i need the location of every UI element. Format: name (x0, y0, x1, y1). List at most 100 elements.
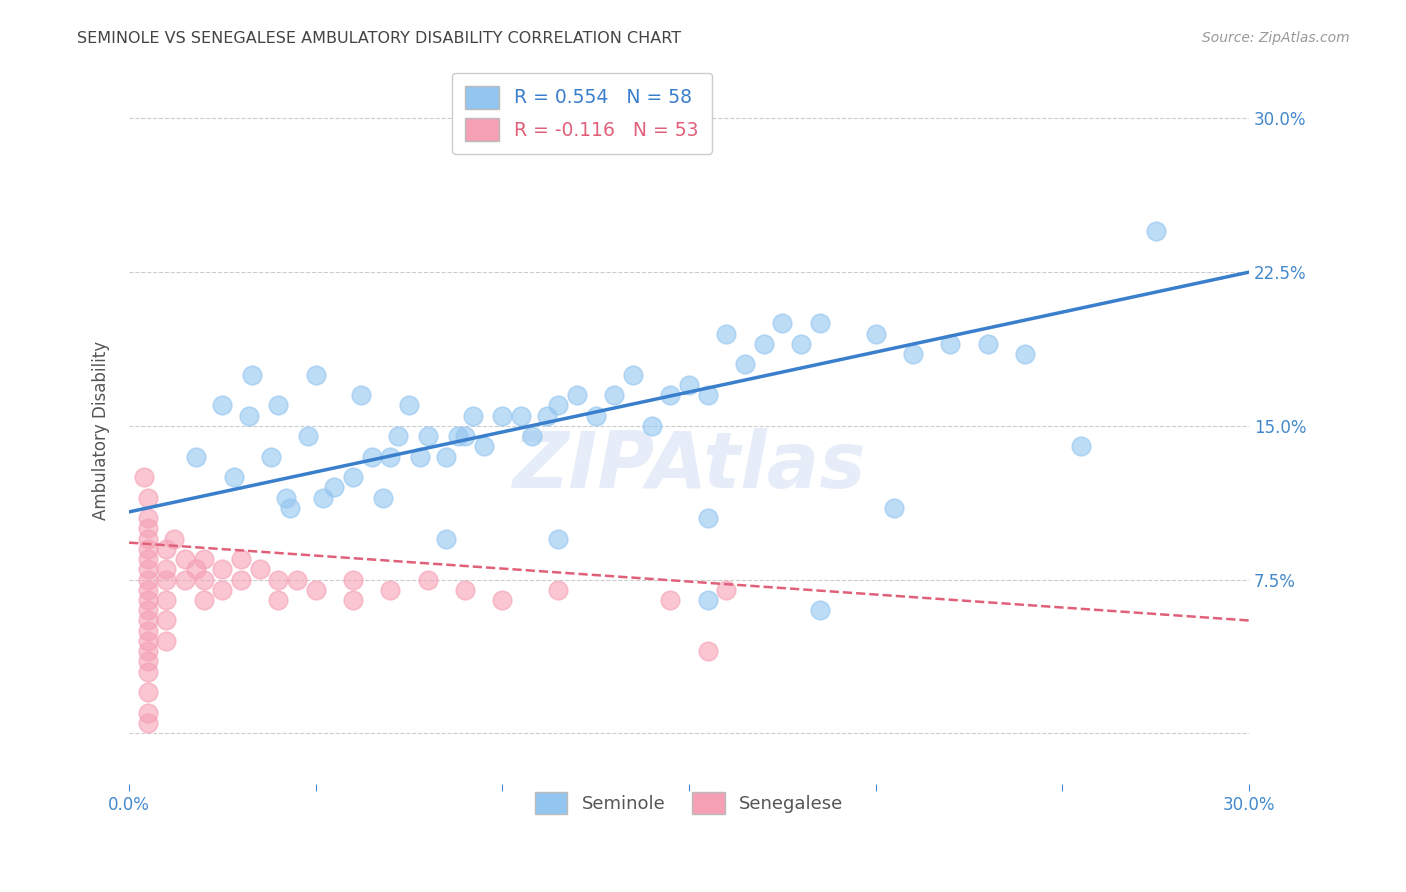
Point (136, 715, 159, 730)
Point (136, 665, 159, 679)
Point (136, 562, 159, 576)
Point (229, 552, 252, 566)
Point (193, 573, 215, 587)
Point (136, 614, 159, 628)
Point (136, 624, 159, 638)
Text: Source: ZipAtlas.com: Source: ZipAtlas.com (1202, 31, 1350, 45)
Point (342, 470, 364, 484)
Point (136, 644, 159, 658)
Point (547, 398, 569, 412)
Point (371, 491, 394, 505)
Point (883, 500, 905, 515)
Point (716, 326, 738, 341)
Text: SEMINOLE VS SENEGALESE AMBULATORY DISABILITY CORRELATION CHART: SEMINOLE VS SENEGALESE AMBULATORY DISABI… (77, 31, 682, 46)
Point (380, 450, 402, 464)
Point (267, 593, 290, 607)
Point (659, 593, 682, 607)
Point (136, 582, 159, 597)
Point (342, 573, 364, 587)
Point (267, 398, 290, 412)
Point (547, 532, 569, 546)
Point (398, 398, 420, 412)
Point (136, 511, 159, 525)
Point (491, 593, 513, 607)
Point (155, 541, 177, 556)
Point (696, 644, 718, 658)
Point (193, 552, 215, 566)
Point (536, 409, 558, 423)
Point (136, 552, 159, 566)
Point (274, 491, 297, 505)
Point (155, 634, 177, 648)
Point (323, 480, 346, 494)
Point (641, 418, 664, 433)
Point (211, 398, 233, 412)
Point (565, 388, 588, 402)
Point (136, 532, 159, 546)
Point (136, 541, 159, 556)
Point (808, 603, 831, 617)
Point (409, 450, 432, 464)
Point (136, 593, 159, 607)
Point (865, 326, 887, 341)
Point (305, 582, 328, 597)
Point (491, 409, 513, 423)
Point (260, 450, 283, 464)
Point (547, 582, 569, 597)
Point (939, 336, 962, 351)
Point (132, 470, 155, 484)
Point (136, 521, 159, 535)
Point (1144, 224, 1167, 238)
Point (342, 593, 364, 607)
Point (211, 582, 233, 597)
Point (155, 562, 177, 576)
Point (734, 357, 756, 371)
Point (174, 552, 197, 566)
Point (312, 491, 335, 505)
Point (790, 336, 813, 351)
Point (472, 439, 495, 453)
Point (136, 685, 159, 699)
Point (211, 562, 233, 576)
Point (1070, 439, 1092, 453)
Point (1014, 347, 1036, 361)
Point (461, 409, 484, 423)
Point (222, 470, 245, 484)
Point (155, 593, 177, 607)
Point (696, 511, 718, 525)
Point (278, 500, 301, 515)
Y-axis label: Ambulatory Disability: Ambulatory Disability (93, 342, 110, 521)
Point (696, 593, 718, 607)
Point (238, 409, 260, 423)
Point (603, 388, 626, 402)
Point (416, 429, 439, 443)
Point (229, 573, 252, 587)
Point (696, 388, 718, 402)
Point (436, 532, 458, 546)
Point (387, 429, 409, 443)
Point (349, 388, 371, 402)
Point (285, 573, 308, 587)
Point (305, 368, 328, 382)
Point (186, 562, 208, 576)
Point (267, 573, 290, 587)
Point (977, 336, 1000, 351)
Point (136, 706, 159, 720)
Point (416, 573, 439, 587)
Point (772, 316, 794, 330)
Point (136, 603, 159, 617)
Legend: Seminole, Senegalese: Seminole, Senegalese (524, 781, 855, 825)
Point (163, 532, 186, 546)
Point (360, 450, 382, 464)
Point (136, 573, 159, 587)
Point (454, 582, 477, 597)
Point (297, 429, 319, 443)
Point (716, 582, 738, 597)
Point (454, 429, 477, 443)
Point (446, 429, 468, 443)
Point (380, 582, 402, 597)
Point (585, 409, 607, 423)
Point (901, 347, 924, 361)
Point (155, 573, 177, 587)
Point (621, 368, 644, 382)
